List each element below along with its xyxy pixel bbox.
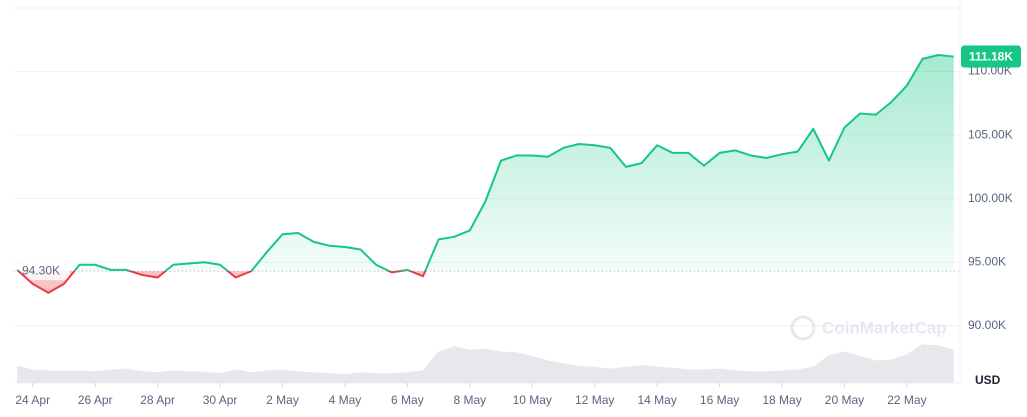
- x-tick-label: 18 May: [762, 393, 801, 407]
- volume-area: [17, 344, 954, 383]
- x-tick-label: 28 Apr: [140, 393, 175, 407]
- y-tick-label: 90.00K: [968, 318, 1006, 332]
- x-tick-label: 22 May: [887, 393, 926, 407]
- x-tick-label: 26 Apr: [78, 393, 113, 407]
- y-unit: USD: [975, 373, 1001, 387]
- baseline-label-bg: [18, 262, 70, 281]
- current-price-tag: [961, 45, 1021, 68]
- x-tick-label: 20 May: [825, 393, 864, 407]
- x-tick-label: 16 May: [700, 393, 739, 407]
- x-tick-label: 6 May: [391, 393, 424, 407]
- y-tick-label: 105.00K: [968, 127, 1013, 141]
- x-tick-label: 8 May: [453, 393, 486, 407]
- x-tick-label: 30 Apr: [203, 393, 238, 407]
- current-price-label: 111.18K: [969, 50, 1013, 64]
- baseline-label: 94.30K: [22, 263, 60, 277]
- x-tick-label: 4 May: [329, 393, 362, 407]
- watermark: CoinMarketCap: [790, 315, 947, 341]
- y-tick-label: 95.00K: [968, 254, 1006, 268]
- watermark-text: CoinMarketCap: [822, 318, 947, 337]
- x-tick-label: 12 May: [575, 393, 614, 407]
- x-tick-label: 10 May: [513, 393, 552, 407]
- x-tick-label: 14 May: [637, 393, 676, 407]
- x-tick-label: 2 May: [266, 393, 299, 407]
- x-tick-label: 24 Apr: [15, 393, 50, 407]
- price-area: [17, 55, 954, 293]
- price-line: [16, 54, 954, 294]
- y-tick-label: 100.00K: [968, 191, 1013, 205]
